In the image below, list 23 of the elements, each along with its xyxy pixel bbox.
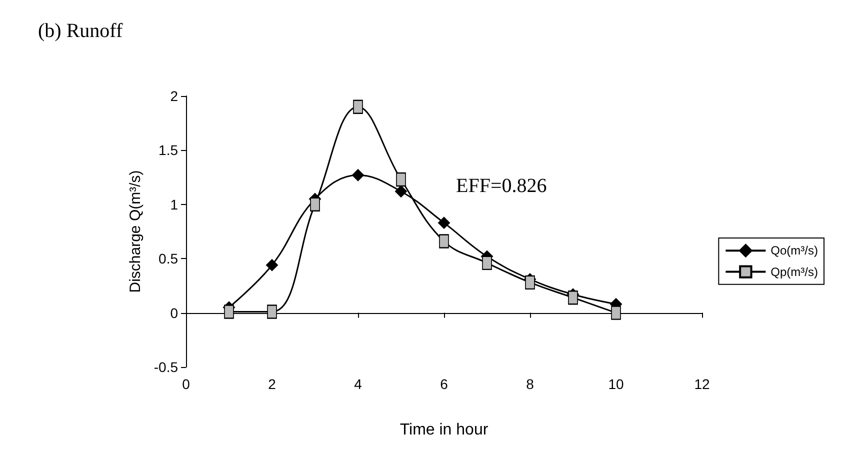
x-tick-label: 0 [182, 376, 190, 392]
x-tick-label: 8 [526, 376, 534, 392]
annotation: EFF=0.826 [456, 175, 547, 197]
point [438, 216, 450, 229]
x-tick-label: 12 [694, 376, 710, 392]
y-tick-label: 1.5 [158, 142, 178, 158]
y-axis-title: Discharge Q(m³/s) [126, 170, 144, 293]
chart-title: (b) Runoff [38, 20, 123, 42]
y-tick-label: 2 [170, 88, 178, 104]
point [395, 185, 407, 198]
legend-label: Qp(m³/s) [770, 264, 818, 279]
x-axis-title: Time in hour [400, 422, 489, 438]
y-tick-label: 0 [170, 304, 178, 321]
x-tick-label: 2 [268, 376, 276, 392]
y-tick-label: -0.5 [154, 359, 178, 375]
x-tick-label: 6 [440, 376, 448, 392]
point [266, 259, 278, 272]
point [352, 169, 364, 182]
y-tick-label: 1 [170, 196, 178, 212]
y-tick-label: 0.5 [158, 250, 178, 267]
x-tick-label: 4 [354, 376, 362, 392]
x-tick-label: 10 [608, 376, 624, 392]
legend-label: Qo(m³/s) [770, 244, 818, 258]
